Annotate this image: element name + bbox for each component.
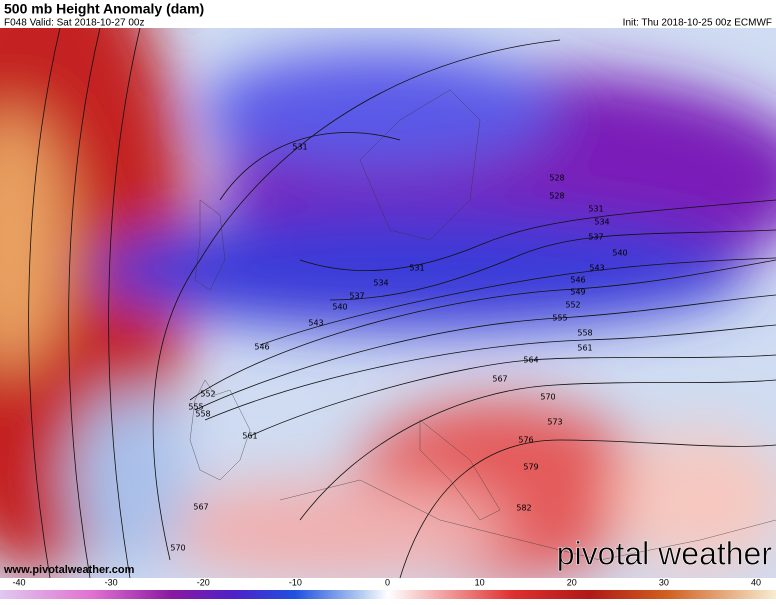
contour-label: 540: [332, 303, 347, 312]
contour-label: 528: [549, 192, 564, 201]
colorbar-tick-label: 30: [659, 577, 669, 587]
colorbar-tick-label: 10: [475, 577, 485, 587]
contour-label: 534: [594, 218, 609, 227]
contour-label: 573: [547, 418, 562, 427]
colorbar-tick-label: -40: [12, 577, 25, 587]
contour-label: 576: [518, 436, 533, 445]
contour-label: 561: [577, 344, 592, 353]
contour-label: 546: [254, 343, 269, 352]
colorbar-tick-label: -30: [105, 577, 118, 587]
contour-label: 528: [549, 174, 564, 183]
contour-label: 531: [292, 143, 307, 152]
contour-label: 543: [589, 264, 604, 273]
contour-label: 555: [552, 314, 567, 323]
colorbar: [0, 590, 776, 599]
contour-label: 537: [349, 292, 364, 301]
contour-label: 582: [516, 504, 531, 513]
contour-label: 567: [492, 375, 507, 384]
valid-time: F048 Valid: Sat 2018-10-27 00z: [4, 18, 144, 29]
contour-label: 579: [523, 463, 538, 472]
map-area: [0, 28, 776, 578]
map-title: 500 mb Height Anomaly (dam): [4, 1, 204, 17]
contour-label: 552: [565, 301, 580, 310]
colorbar-tick-label: 40: [751, 577, 761, 587]
colorbar-tick-label: -20: [197, 577, 210, 587]
colorbar-tick-label: 20: [567, 577, 577, 587]
contour-label: 546: [570, 276, 585, 285]
colorbar-tick-label: 0: [385, 577, 390, 587]
contour-label: 561: [242, 432, 257, 441]
contour-label: 537: [588, 233, 603, 242]
contour-label: 552: [200, 390, 215, 399]
contour-label: 531: [409, 264, 424, 273]
contour-label: 540: [612, 249, 627, 258]
contour-label: 564: [523, 356, 538, 365]
contour-label: 558: [577, 329, 592, 338]
colorbar-tick-label: -10: [289, 577, 302, 587]
contour-label: 534: [373, 279, 388, 288]
brand-watermark: pivotal weather: [557, 535, 773, 571]
contour-label: 549: [570, 288, 585, 297]
contour-label: 558: [195, 410, 210, 419]
contour-label: 570: [170, 544, 185, 553]
contour-label: 531: [588, 205, 603, 214]
contour-label: 570: [540, 393, 555, 402]
contour-label: 567: [193, 503, 208, 512]
site-url: www.pivotalweather.com: [3, 564, 135, 576]
contour-label: 543: [308, 319, 323, 328]
contour-label: 555: [188, 403, 203, 412]
init-time: Init: Thu 2018-10-25 00z ECMWF: [623, 18, 772, 29]
